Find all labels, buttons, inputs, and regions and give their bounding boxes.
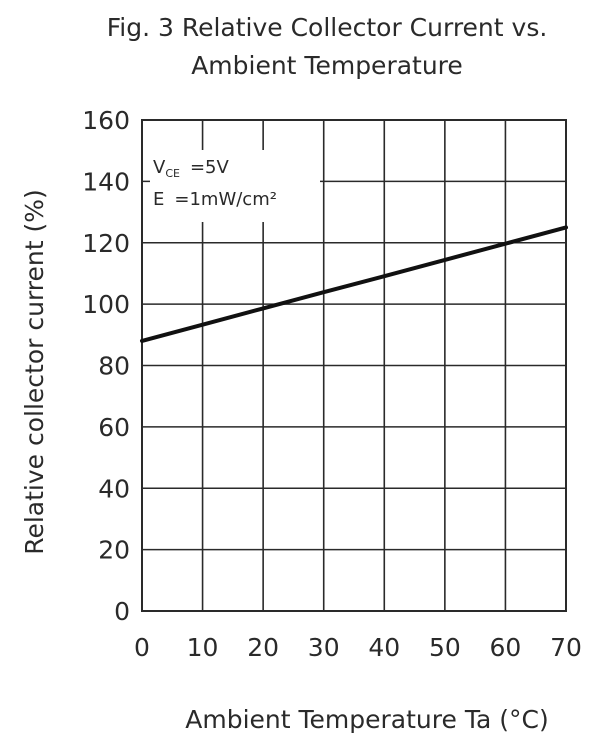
y-tick-label: 60 <box>98 413 130 442</box>
x-tick-label: 40 <box>368 633 400 662</box>
annotation-irradiance: E =1mW/cm² <box>153 189 277 210</box>
x-tick-label: 30 <box>308 633 340 662</box>
x-tick-label: 0 <box>134 633 150 662</box>
x-tick-label: 20 <box>247 633 279 662</box>
y-tick-label: 120 <box>82 229 130 258</box>
x-tick-label: 50 <box>429 633 461 662</box>
annotation-vce-prefix: V <box>153 157 166 178</box>
x-axis-label: Ambient Temperature Ta (°C) <box>185 705 548 734</box>
y-tick-label: 100 <box>82 290 130 319</box>
x-tick-label: 70 <box>550 633 582 662</box>
annotation-e-value: =1mW/cm² <box>174 189 277 210</box>
y-tick-label: 140 <box>82 167 130 196</box>
annotation-box-bg <box>150 150 320 222</box>
y-tick-label: 20 <box>98 536 130 565</box>
chart-title-line1: Fig. 3 Relative Collector Current vs. <box>107 13 548 42</box>
y-tick-label: 80 <box>98 352 130 381</box>
x-tick-label: 60 <box>490 633 522 662</box>
chart-title-line2: Ambient Temperature <box>191 51 463 80</box>
x-tick-label: 10 <box>187 633 219 662</box>
y-tick-label: 40 <box>98 474 130 503</box>
y-tick-label: 0 <box>114 597 130 626</box>
annotation-vce: VCE =5V <box>153 157 230 180</box>
y-axis-ticks: 0 20 40 60 80 100 120 140 160 <box>82 106 130 626</box>
y-axis-label: Relative collector current (%) <box>20 189 49 555</box>
annotation-e-prefix: E <box>153 189 164 210</box>
annotation-vce-subscript: CE <box>165 167 180 180</box>
annotation-vce-value: =5V <box>190 157 230 178</box>
series-line <box>140 225 568 343</box>
y-tick-label: 160 <box>82 106 130 135</box>
x-axis-ticks: 0 10 20 30 40 50 60 70 <box>134 633 582 662</box>
plot-frame <box>141 119 567 612</box>
